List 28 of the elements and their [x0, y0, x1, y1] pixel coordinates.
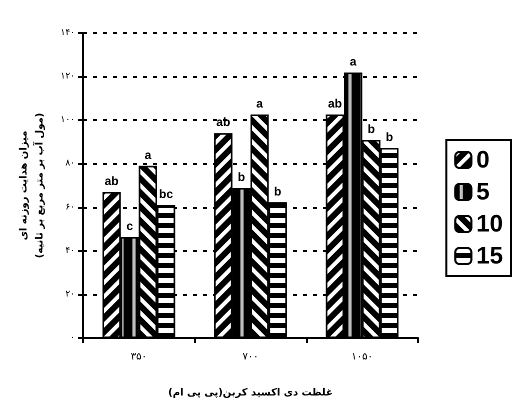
y-tick-label: ۴۰ [65, 246, 75, 256]
data-label: b [238, 170, 246, 184]
data-label: ab [104, 174, 119, 188]
x-tick-label: ۱۰۵۰ [351, 352, 373, 362]
legend-label: 0 [476, 146, 490, 174]
data-label: c [126, 219, 134, 234]
x-tick-label: ۷۰۰ [242, 352, 259, 362]
y-tick-label: ۱۴۰ [60, 28, 75, 38]
data-label: b [368, 122, 375, 136]
data-label: a [256, 96, 264, 110]
y-tick-label: ۱۲۰ [60, 72, 75, 82]
x-axis-title: غلظت دی اکسید کربن(پی پی ام) [168, 388, 333, 398]
y-tick-label: ۱۰۰ [60, 115, 75, 126]
data-label: b [386, 130, 394, 144]
data-label: a [350, 54, 357, 69]
y-tick-label: ۶۰ [65, 202, 75, 212]
data-label: ab [328, 96, 342, 110]
y-axis-title: میزان هدایت روزنه ای (مول آب بر متر مربع بر ثانیه) [18, 112, 46, 258]
y-tick-label: ۸۰ [65, 158, 75, 169]
x-tick-label: ۳۵۰ [130, 352, 147, 362]
data-label: b [274, 184, 282, 198]
legend-label: 5 [476, 178, 490, 206]
legend-label: 15 [476, 242, 504, 270]
legend-label: 10 [476, 210, 504, 238]
data-label: bc [159, 187, 174, 202]
y-tick-label: ۲۰ [65, 289, 75, 300]
data-label: a [144, 148, 152, 162]
y-tick-label: ۰ [70, 333, 75, 343]
